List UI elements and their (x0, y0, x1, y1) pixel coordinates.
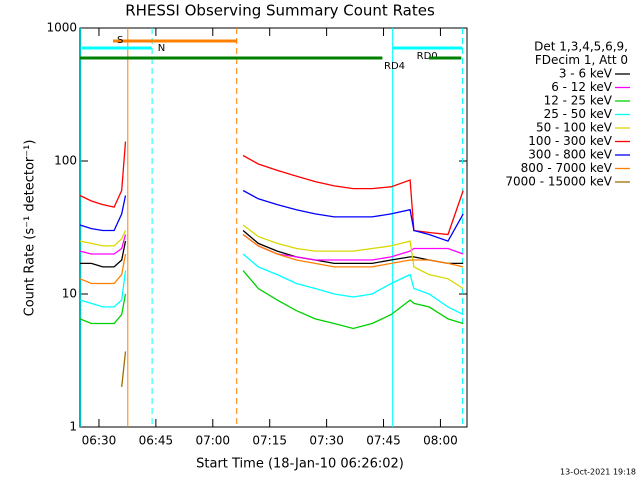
x-tick-label: 06:45 (139, 434, 174, 448)
x-tick-label: 07:45 (366, 434, 401, 448)
series-line (242, 253, 464, 316)
x-tick-label: 07:30 (309, 434, 344, 448)
y-tick-label: 10 (62, 287, 77, 301)
series-line (242, 154, 464, 236)
series-line (242, 189, 464, 242)
flag-label: RD4 (384, 61, 405, 72)
legend-label: 7000 - 15000 keV (505, 175, 612, 189)
y-axis-label: Count Rate (s⁻¹ detector⁻¹) (23, 140, 38, 317)
y-tick-label: 100 (54, 154, 77, 168)
series-line (242, 224, 464, 290)
flag-label: RD0 (417, 51, 438, 62)
x-tick-label: 07:00 (195, 434, 230, 448)
legend-label: 300 - 800 keV (528, 148, 612, 162)
plot-frame (79, 27, 468, 428)
series-line (79, 230, 127, 247)
x-axis-label: Start Time (18-Jan-10 06:26:02) (196, 457, 404, 472)
series-line (79, 270, 127, 308)
y-tick-label: 1 (69, 420, 77, 434)
flag-label: S (117, 35, 123, 46)
legend-label: 6 - 12 keV (551, 80, 613, 94)
legend-label: 12 - 25 keV (544, 94, 613, 108)
series-line (79, 234, 127, 255)
series-line (121, 351, 127, 388)
series-line (242, 233, 464, 268)
x-tick-label: 07:15 (252, 434, 287, 448)
series-line (79, 253, 127, 285)
flag-label: N (158, 43, 165, 54)
footer: 13-Oct-2021 19:18 (560, 468, 636, 477)
legend-header: Det 1,3,4,5,6,9, (534, 40, 628, 54)
chart-title: RHESSI Observing Summary Count Rates (125, 2, 435, 20)
series-line (80, 240, 127, 268)
legend-label: 25 - 50 keV (544, 107, 613, 121)
legend-label: 800 - 7000 keV (521, 161, 613, 175)
series-line (79, 293, 127, 325)
legend-label: 50 - 100 keV (536, 121, 613, 135)
legend-header: FDecim 1, Att 0 (535, 53, 628, 67)
series-line (79, 195, 127, 232)
x-tick-label: 06:30 (82, 434, 117, 448)
legend-label: 100 - 300 keV (528, 134, 612, 148)
legend-label: 3 - 6 keV (559, 67, 613, 81)
series-line (242, 233, 464, 261)
series-line (242, 270, 464, 330)
x-tick-label: 08:00 (423, 434, 458, 448)
series-line (79, 141, 127, 208)
y-tick-label: 1000 (46, 21, 77, 35)
